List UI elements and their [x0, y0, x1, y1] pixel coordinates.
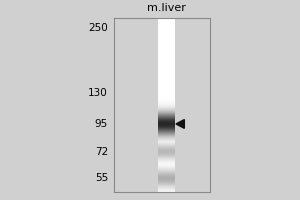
Bar — [158, 18, 175, 192]
Text: 250: 250 — [88, 23, 108, 33]
Text: 72: 72 — [95, 147, 108, 157]
Text: 130: 130 — [88, 88, 108, 98]
Text: 95: 95 — [95, 119, 108, 129]
Text: 55: 55 — [95, 173, 108, 183]
Text: m.liver: m.liver — [147, 3, 186, 13]
